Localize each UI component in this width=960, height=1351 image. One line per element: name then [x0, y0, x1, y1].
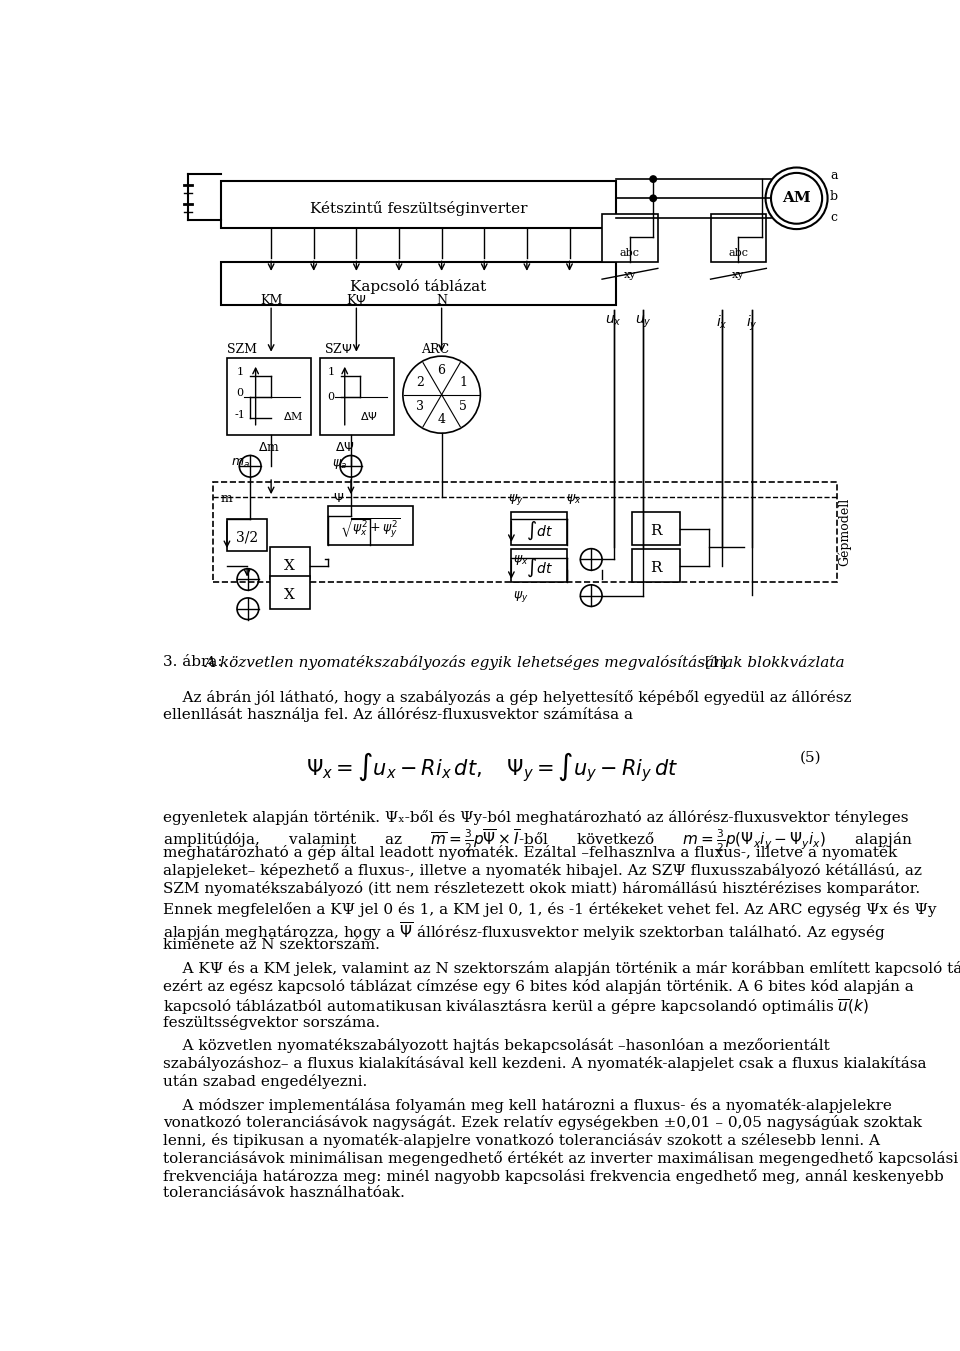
- Text: 1: 1: [327, 367, 335, 377]
- Text: c: c: [829, 211, 837, 224]
- Text: 0: 0: [236, 388, 244, 399]
- Text: $\Psi$: $\Psi$: [333, 492, 345, 505]
- Text: $i_x$: $i_x$: [716, 313, 728, 331]
- Text: 2: 2: [417, 376, 424, 389]
- Text: $\psi_x$: $\psi_x$: [513, 553, 528, 566]
- Bar: [327, 507, 413, 544]
- Text: $\Delta$M: $\Delta$M: [283, 411, 303, 423]
- Bar: [512, 550, 567, 582]
- Text: 4: 4: [438, 413, 445, 426]
- Text: Az ábrán jól látható, hogy a szabályozás a gép helyettesítő képéből egyedül az á: Az ábrán jól látható, hogy a szabályozás…: [162, 689, 852, 705]
- Text: $\psi_y$: $\psi_y$: [513, 589, 528, 604]
- Text: lenni, és tipikusan a nyomaték-alapjelre vonatkozó toleranciásáv szokott a széle: lenni, és tipikusan a nyomaték-alapjelre…: [162, 1133, 879, 1148]
- Text: X: X: [284, 558, 295, 573]
- Text: feszültsségvektor sorszáma.: feszültsségvektor sorszáma.: [162, 1015, 379, 1029]
- Text: xy: xy: [732, 270, 745, 280]
- Text: 6: 6: [438, 363, 445, 377]
- Text: $\psi_a$: $\psi_a$: [331, 457, 347, 471]
- Text: 5: 5: [459, 400, 467, 413]
- Text: Ennek megfelelően a KΨ jel 0 és 1, a KM jel 0, 1, és -1 értékeket vehet fel. Az : Ennek megfelelően a KΨ jel 0 és 1, a KM …: [162, 902, 936, 917]
- Text: AM: AM: [782, 192, 811, 205]
- Text: Kapcsoló táblázat: Kapcsoló táblázat: [350, 280, 487, 295]
- Text: toleranciásávok minimálisan megengedhető értékét az inverter maximálisan megenge: toleranciásávok minimálisan megengedhető…: [162, 1151, 958, 1166]
- Text: $\int dt$: $\int dt$: [526, 557, 553, 580]
- Text: $u_x$: $u_x$: [606, 313, 622, 328]
- Text: 1: 1: [459, 376, 468, 389]
- Text: alapjeleket– képezhető a fluxus-, illetve a nyomaték hibajel. Az SZΨ fluxusszabá: alapjeleket– képezhető a fluxus-, illetv…: [162, 863, 922, 878]
- Bar: [512, 512, 567, 544]
- Text: abc: abc: [620, 249, 640, 258]
- Text: $\Delta$m: $\Delta$m: [258, 440, 280, 454]
- Bar: [632, 550, 680, 582]
- Text: A módszer implementálása folyamán meg kell határozni a fluxus- és a nyomaték-ala: A módszer implementálása folyamán meg ke…: [162, 1097, 892, 1113]
- Text: K$\Psi$: K$\Psi$: [347, 293, 367, 307]
- Text: 3/2: 3/2: [236, 530, 258, 544]
- Text: ellenllását használja fel. Az állórész-fluxusvektor számítása a: ellenllását használja fel. Az állórész-f…: [162, 708, 633, 723]
- Text: $\sqrt{\psi_x^2+\psi_y^2}$: $\sqrt{\psi_x^2+\psi_y^2}$: [340, 516, 400, 539]
- Text: $\Psi_x = \int u_x - Ri_x\,dt,\quad \Psi_y = \int u_y - Ri_y\,dt$: $\Psi_x = \int u_x - Ri_x\,dt,\quad \Psi…: [306, 750, 678, 784]
- Bar: [710, 215, 766, 262]
- Text: $i_y$: $i_y$: [746, 313, 757, 334]
- Text: után szabad engedélyezni.: után szabad engedélyezni.: [162, 1074, 367, 1089]
- Text: ezért az egész kapcsoló táblázat címzése egy 6 bites kód alapján történik. A 6 b: ezért az egész kapcsoló táblázat címzése…: [162, 979, 913, 994]
- Text: 1: 1: [236, 367, 244, 377]
- Bar: [270, 547, 310, 580]
- Text: b: b: [829, 190, 838, 203]
- Text: m: m: [221, 492, 232, 505]
- Text: abc: abc: [729, 249, 749, 258]
- Text: N: N: [436, 295, 447, 307]
- Text: SZ$\Psi$: SZ$\Psi$: [324, 342, 352, 357]
- Bar: [632, 512, 680, 544]
- Text: ARC: ARC: [420, 343, 449, 357]
- Text: amplitúdója,      valamint      az      $\overline{m} = \frac{3}{2}p\overline{\P: amplitúdója, valamint az $\overline{m} =…: [162, 827, 912, 854]
- Text: szabályozáshoz– a fluxus kialakításával kell kezdeni. A nyomaték-alapjelet csak : szabályozáshoz– a fluxus kialakításával …: [162, 1056, 926, 1071]
- Text: (5): (5): [800, 750, 822, 765]
- Text: -1: -1: [234, 409, 246, 420]
- Text: 3. ábra:: 3. ábra:: [162, 655, 228, 669]
- Text: toleranciásávok használhatóak.: toleranciásávok használhatóak.: [162, 1186, 404, 1200]
- Text: KM: KM: [260, 295, 282, 307]
- Text: kimenete az N szektorszám.: kimenete az N szektorszám.: [162, 938, 379, 951]
- Text: vonatkozó toleranciásávok nagyságát. Ezek relatív egységekben ±0,01 – 0,05 nagys: vonatkozó toleranciásávok nagyságát. Eze…: [162, 1116, 922, 1131]
- Text: a: a: [829, 169, 837, 182]
- Bar: [320, 358, 394, 435]
- Text: $\psi_y$: $\psi_y$: [508, 492, 523, 507]
- Bar: [270, 577, 310, 609]
- Text: 3: 3: [416, 400, 424, 413]
- Text: kapcsoló táblázatból automatikusan kiválasztásra kerül a gépre kapcsolandó optim: kapcsoló táblázatból automatikusan kivál…: [162, 997, 869, 1016]
- Text: $u_y$: $u_y$: [635, 313, 652, 330]
- Text: Kétszintű feszültséginverter: Kétszintű feszültséginverter: [310, 201, 527, 216]
- Text: $\Delta\Psi$: $\Delta\Psi$: [360, 411, 378, 423]
- Text: $\psi_x$: $\psi_x$: [565, 492, 581, 505]
- Circle shape: [650, 196, 657, 201]
- Text: 0: 0: [327, 392, 335, 403]
- Text: R: R: [650, 561, 661, 576]
- Text: Gépmodell: Gépmodell: [838, 497, 852, 566]
- Text: $\int dt$: $\int dt$: [526, 520, 553, 542]
- Bar: [221, 181, 616, 227]
- Text: $m_a$: $m_a$: [230, 457, 250, 470]
- Bar: [227, 358, 311, 435]
- Text: meghatározható a gép által leadott nyomaték. Ezáltal –felhasznlva a fluxus-, ill: meghatározható a gép által leadott nyoma…: [162, 846, 897, 861]
- Text: SZM: SZM: [227, 343, 257, 357]
- Text: R: R: [650, 524, 661, 538]
- Bar: [602, 215, 658, 262]
- Text: [1]: [1]: [700, 655, 726, 669]
- Bar: [213, 482, 837, 582]
- Circle shape: [650, 215, 657, 220]
- Text: $\Delta\Psi$: $\Delta\Psi$: [335, 440, 355, 454]
- Text: frekvenciája határozza meg: minél nagyobb kapcsolási frekvencia engedhető meg, a: frekvenciája határozza meg: minél nagyob…: [162, 1169, 944, 1183]
- Text: alapján meghatározza, hogy a $\overline{\Psi}$ állórész-fluxusvektor melyik szek: alapján meghatározza, hogy a $\overline{…: [162, 920, 885, 943]
- Text: A KΨ és a KM jelek, valamint az N szektorszám alapján történik a már korábban em: A KΨ és a KM jelek, valamint az N szekto…: [162, 962, 960, 977]
- Text: xy: xy: [624, 270, 636, 280]
- Text: SZM nyomatékszabályozó (itt nem részletezett okok miatt) háromállású hisztérézis: SZM nyomatékszabályozó (itt nem részlete…: [162, 881, 920, 896]
- Text: X: X: [284, 588, 295, 601]
- Text: A közvetlen nyomatékszabályozott hajtás bekapcsolását –hasonlóan a mezőorientált: A közvetlen nyomatékszabályozott hajtás …: [162, 1039, 829, 1054]
- Text: A közvetlen nyomatékszabályozás egyik lehetséges megvalósításának blokkvázlata: A közvetlen nyomatékszabályozás egyik le…: [204, 655, 845, 670]
- Bar: [221, 262, 616, 304]
- Circle shape: [650, 176, 657, 182]
- Text: egyenletek alapján történik. Ψₓ-ből és Ψy-ból meghatározható az állórész-fluxusv: egyenletek alapján történik. Ψₓ-ből és Ψ…: [162, 809, 908, 824]
- Bar: [227, 519, 267, 551]
